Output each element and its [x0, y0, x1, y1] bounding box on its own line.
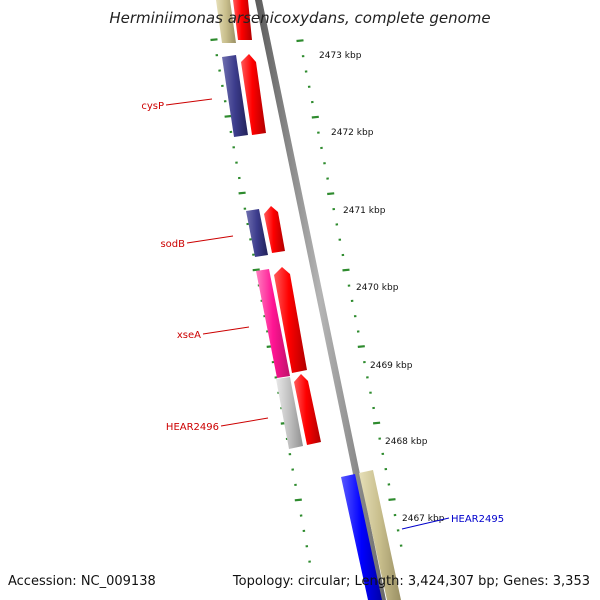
gene-label-sodB: sodB — [160, 239, 185, 250]
accession-text: Accession: NC_009138 — [8, 574, 156, 589]
cds-gray-HEAR2496 — [276, 377, 303, 449]
cds-features — [216, 0, 401, 600]
map-title: Herminiimonas arsenicoxydans, complete g… — [109, 9, 491, 27]
cds-red-sodB — [264, 206, 285, 253]
tick-label-2472: 2472 kbp — [331, 128, 374, 138]
gene-labels: cysP sodB xseA HEAR2496 HEAR2495 — [141, 98, 504, 530]
tick-label-2468: 2468 kbp — [385, 437, 428, 447]
leader-HEAR2495 — [401, 517, 450, 530]
leader-HEAR2496 — [220, 417, 269, 427]
outer-tick-mark — [311, 115, 319, 119]
cds-navy-cysP — [222, 55, 248, 137]
inner-tick-mark — [224, 114, 232, 118]
cds-khaki-HEAR2495 — [359, 470, 401, 600]
cds-magenta-xseA — [256, 269, 290, 378]
cds-blue-HEAR2495 — [341, 474, 382, 600]
outer-tick-ring — [296, 39, 403, 547]
gene-label-cysP: cysP — [141, 101, 164, 112]
cds-red-top — [233, 0, 252, 40]
scale-labels: 2473 kbp 2472 kbp 2471 kbp 2470 kbp 2469… — [319, 51, 445, 524]
leader-xseA — [202, 326, 250, 335]
outer-tick-mark — [327, 192, 335, 196]
gene-label-xseA: xseA — [177, 330, 201, 341]
inner-tick-mark — [252, 268, 260, 272]
cds-red-xseA — [274, 267, 307, 373]
tick-label-2469: 2469 kbp — [370, 361, 413, 371]
leader-sodB — [186, 235, 234, 244]
cds-red-HEAR2496 — [294, 374, 321, 445]
tick-label-2471: 2471 kbp — [343, 206, 386, 216]
outer-tick-mark — [388, 498, 396, 501]
tick-label-2473: 2473 kbp — [319, 51, 362, 61]
gene-label-HEAR2496: HEAR2496 — [166, 422, 219, 433]
genome-backbone — [255, 0, 386, 600]
inner-tick-mark — [238, 191, 246, 195]
inner-tick-mark — [210, 38, 218, 42]
topology-summary: Topology: circular; Length: 3,424,307 bp… — [232, 574, 590, 589]
cds-red-cysP — [241, 54, 266, 135]
cds-navy-sodB — [246, 209, 268, 257]
leader-cysP — [165, 98, 213, 106]
inner-tick-mark — [294, 498, 302, 502]
tick-label-2470: 2470 kbp — [356, 283, 399, 293]
outer-tick-mark — [357, 345, 365, 348]
outer-tick-mark — [342, 268, 350, 272]
tick-label-2467: 2467 kbp — [402, 514, 445, 524]
outer-tick-mark — [372, 421, 381, 425]
outer-tick-mark — [296, 39, 304, 43]
cds-khaki-top — [216, 0, 236, 43]
gene-label-HEAR2495: HEAR2495 — [451, 514, 504, 525]
